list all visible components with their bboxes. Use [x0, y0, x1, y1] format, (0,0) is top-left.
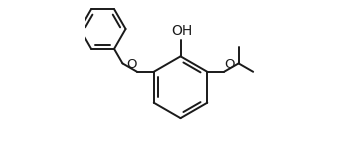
Text: O: O: [126, 58, 136, 71]
Text: O: O: [225, 58, 235, 71]
Text: OH: OH: [171, 24, 192, 38]
